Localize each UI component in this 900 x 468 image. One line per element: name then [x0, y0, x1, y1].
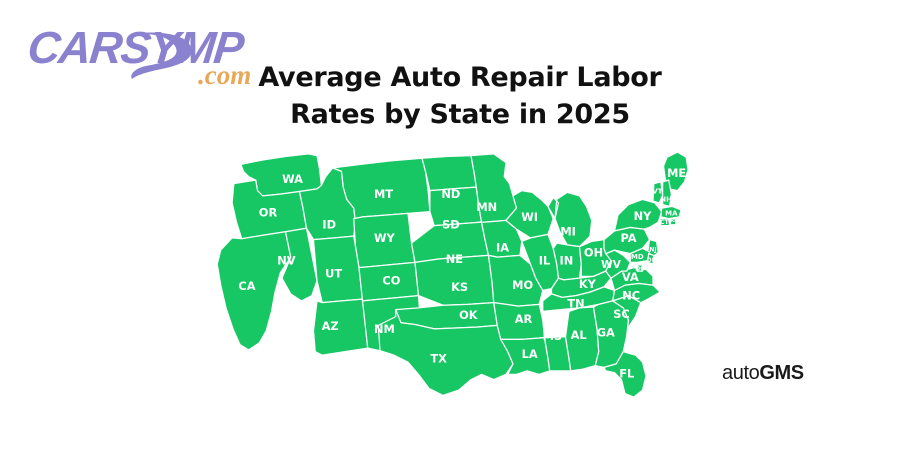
page-title: Average Auto Repair Labor Rates by State…	[210, 60, 710, 133]
autogms-bold-part: GMS	[759, 362, 804, 384]
state-MI[interactable]	[547, 191, 593, 248]
state-UT[interactable]	[312, 235, 364, 304]
state-IA[interactable]	[480, 219, 523, 258]
state-LA[interactable]	[500, 337, 551, 375]
state-NV[interactable]	[281, 227, 318, 302]
state-NJ[interactable]	[647, 239, 659, 258]
state-WI[interactable]	[505, 190, 554, 239]
state-CO[interactable]	[358, 261, 420, 302]
state-DE[interactable]	[647, 253, 655, 265]
state-ND[interactable]	[421, 155, 477, 192]
state-VT[interactable]	[652, 181, 664, 204]
state-AR[interactable]	[493, 302, 546, 340]
state-MA[interactable]	[660, 205, 682, 220]
state-AL[interactable]	[564, 306, 600, 372]
state-KS[interactable]	[414, 254, 495, 306]
autogms-light-part: auto	[722, 362, 760, 384]
title-line-1: Average Auto Repair Labor	[258, 62, 662, 94]
r-s-swoosh-icon	[130, 32, 192, 79]
state-NY[interactable]	[613, 198, 663, 232]
state-WY[interactable]	[353, 212, 416, 269]
state-IN[interactable]	[552, 242, 582, 281]
state-CA[interactable]	[216, 231, 292, 351]
state-FL[interactable]	[603, 351, 647, 398]
state-RI[interactable]	[669, 218, 677, 226]
state-AZ[interactable]	[312, 298, 369, 356]
state-DC[interactable]	[636, 264, 644, 272]
autogms-watermark: autoGMS	[722, 362, 804, 385]
us-map-container: WA OR CA NV ID MT WY UT AZ CO NM ND SD NE KS OK TX MN IA MO…	[205, 122, 695, 422]
title-line-2: Rates by State in 2025	[290, 98, 630, 130]
united-states-map: WAORCANVIDMTWYUTAZCONMNDSDNEKSOKTXMNIAMO…	[216, 151, 689, 398]
state-CT[interactable]	[659, 218, 671, 227]
state-ME[interactable]	[662, 151, 689, 192]
state-WV[interactable]	[605, 249, 631, 279]
state-NH[interactable]	[662, 179, 672, 207]
state-shapes-group	[216, 151, 689, 398]
state-SD[interactable]	[429, 186, 483, 227]
